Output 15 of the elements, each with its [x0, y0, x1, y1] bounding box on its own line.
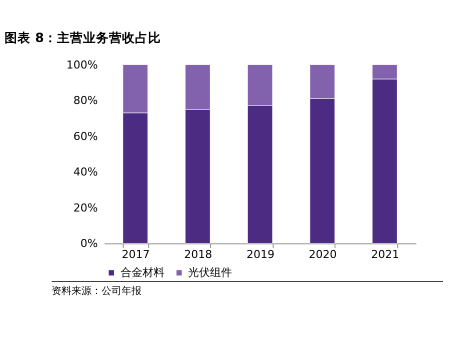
x-tick-label: 2020 [308, 248, 337, 262]
y-tick-label: 80% [73, 94, 98, 108]
y-tick-label: 0% [80, 237, 98, 250]
y-tick-label: 100% [66, 58, 98, 72]
text: 资料来源：公司年报 [52, 285, 142, 298]
x-tick-label: 2021 [371, 248, 400, 262]
x-tick-label: 2017 [122, 248, 150, 262]
chart-title: 图表 8：主营业务营收占比 [4, 30, 161, 45]
y-tick-label: 60% [73, 130, 98, 143]
legend-label: 合金材料 [120, 266, 164, 280]
legend-label: 光伏组件 [188, 266, 232, 280]
x-tick-label: 2019 [246, 248, 274, 262]
y-tick-label: 40% [73, 166, 98, 179]
x-tick-label: 2018 [184, 248, 212, 262]
y-tick-label: 20% [73, 201, 98, 214]
